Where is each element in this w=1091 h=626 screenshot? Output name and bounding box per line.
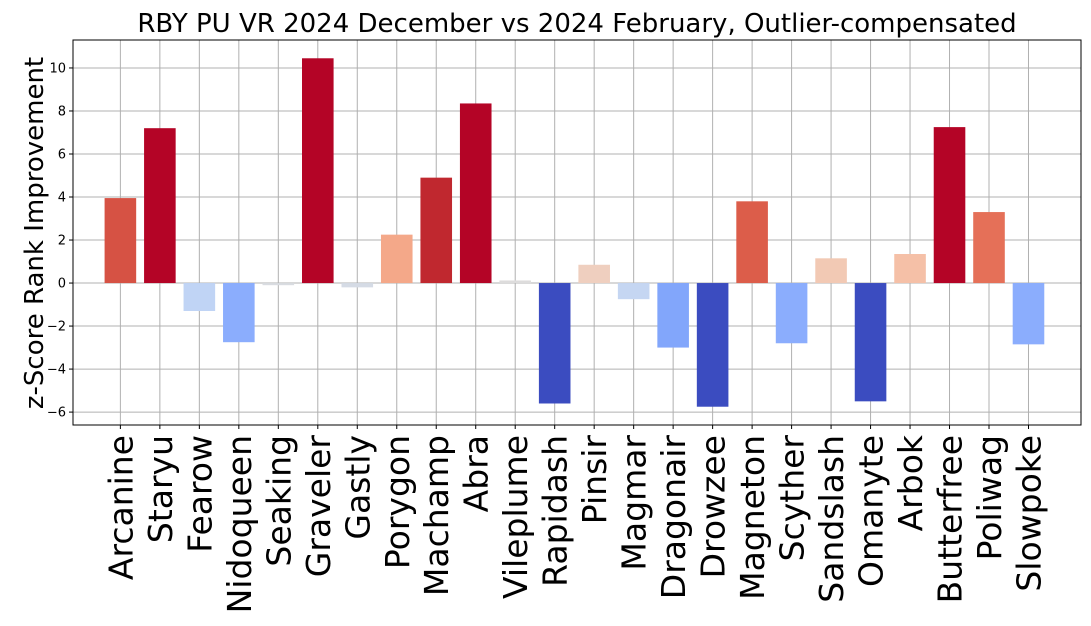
x-tick-label: Drowzee: [694, 435, 733, 578]
x-tick-label: Slowpoke: [1009, 435, 1048, 592]
x-tick-label: Vileplume: [496, 435, 535, 599]
bar-arcanine: [104, 198, 137, 284]
bar-magneton: [736, 201, 768, 284]
y-tick-label: −2: [47, 320, 66, 335]
bar-slowpoke: [1012, 283, 1045, 345]
x-tick-label: Machamp: [417, 435, 456, 596]
bar-graveler: [302, 58, 334, 284]
plot-frame: [72, 39, 1082, 426]
x-tick-label: Graveler: [299, 435, 338, 578]
x-tick-label: Rapidash: [536, 435, 575, 587]
y-tick-label: 0: [58, 277, 66, 292]
bar-butterfree: [933, 127, 966, 284]
bar-nidoqueen: [223, 283, 255, 343]
bar-staryu: [144, 128, 176, 284]
x-tick-label: Arbok: [891, 434, 930, 531]
y-axis-label: z-Score Rank Improvement: [20, 57, 50, 409]
bar-gastly: [341, 283, 374, 288]
x-tick-label: Magneton: [733, 435, 772, 600]
x-tick-label: Dragonair: [654, 435, 693, 600]
x-tick-label: Staryu: [141, 435, 180, 543]
x-tick-label: Arcanine: [101, 435, 140, 580]
bar-vileplume: [499, 280, 532, 284]
y-tick-label: −4: [47, 363, 66, 378]
x-tick-label: Sandslash: [812, 435, 851, 603]
x-tick-label: Seaking: [259, 435, 298, 567]
grid-lines: [73, 40, 1081, 425]
bar-fearow: [183, 283, 216, 312]
y-tick-label: −6: [47, 406, 66, 421]
x-tick-label: Porygon: [378, 435, 417, 569]
bar-rapidash: [538, 283, 571, 404]
bar-dragonair: [657, 283, 689, 348]
bar-seaking: [262, 283, 295, 286]
y-tick-label: 4: [58, 191, 66, 206]
bar-arbok: [894, 254, 926, 284]
x-tick-label: Pinsir: [575, 435, 614, 525]
x-tick-label: Magmar: [615, 435, 654, 571]
bar-poliwag: [973, 212, 1005, 284]
bar-scyther: [775, 283, 808, 344]
x-tick-label: Nidoqueen: [220, 435, 259, 613]
bars: [104, 58, 1045, 407]
x-tick-label: Poliwag: [970, 435, 1009, 560]
x-tick-label: Gastly: [338, 435, 377, 540]
x-tick-label: Scyther: [773, 435, 812, 562]
y-tick-labels: −6 −4 −2 0 2 4 6 8 10: [47, 61, 73, 421]
bar-magmar: [617, 283, 650, 300]
y-tick-label: 2: [58, 234, 66, 249]
bar-porygon: [380, 234, 413, 284]
x-tick-label: Fearow: [180, 435, 219, 553]
bar-machamp: [420, 177, 453, 284]
bar-sandslash: [815, 258, 847, 284]
x-tick-label: Abra: [457, 435, 496, 512]
x-tick-label: Omanyte: [852, 435, 891, 587]
y-tick-label: 8: [58, 104, 66, 119]
y-tick-label: 6: [58, 147, 66, 162]
bar-abra: [459, 103, 492, 284]
bar-pinsir: [578, 264, 610, 284]
bar-omanyte: [854, 283, 887, 402]
x-tick-label: Butterfree: [931, 435, 970, 603]
y-tick-label: 10: [49, 61, 66, 76]
chart-title: RBY PU VR 2024 December vs 2024 February…: [137, 9, 1016, 39]
bar-drowzee: [696, 283, 729, 407]
x-tick-labels: Arcanine Staryu Fearow Nidoqueen Seaking Grav…: [101, 425, 1048, 613]
